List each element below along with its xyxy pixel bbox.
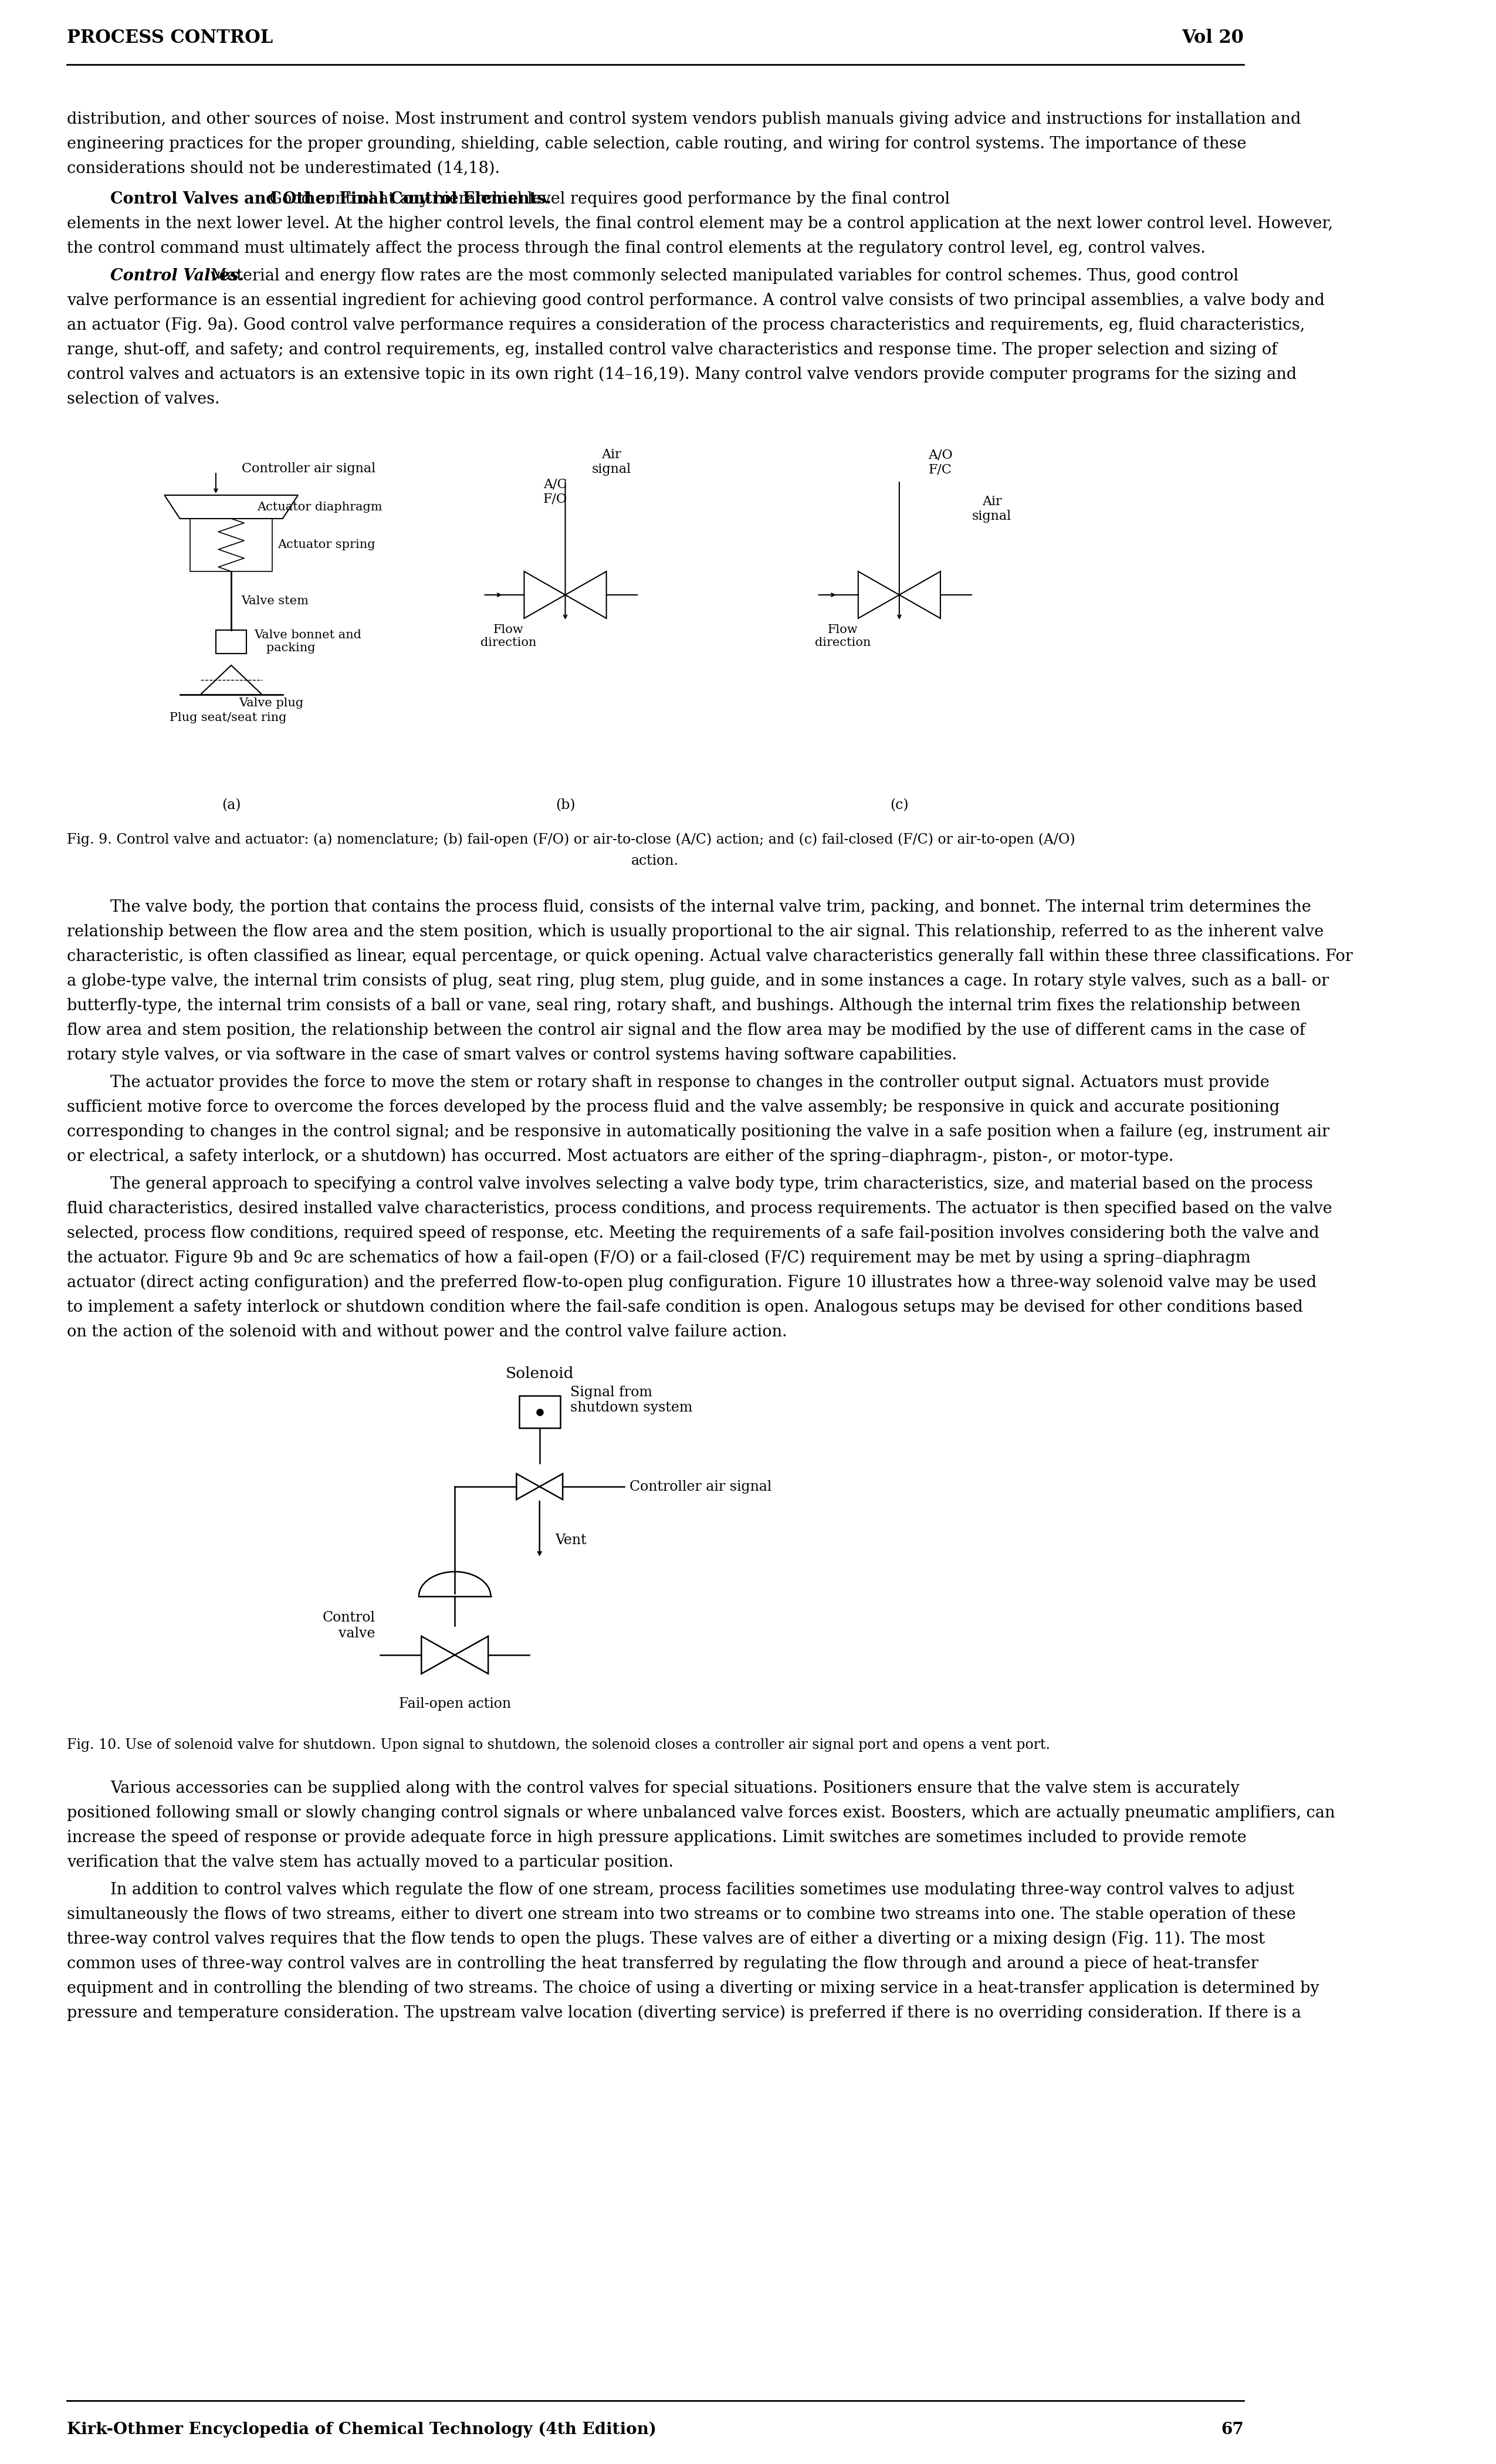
Text: Flow
direction: Flow direction [815, 623, 871, 648]
Text: Kirk-Othmer Encyclopedia of Chemical Technology (4th Edition): Kirk-Othmer Encyclopedia of Chemical Tec… [67, 2422, 657, 2437]
Text: increase the speed of response or provide adequate force in high pressure applic: increase the speed of response or provid… [67, 1831, 1246, 1846]
Text: equipment and in controlling the blending of two streams. The choice of using a : equipment and in controlling the blendin… [67, 1981, 1319, 1996]
Text: valve performance is an essential ingredient for achieving good control performa: valve performance is an essential ingred… [67, 293, 1324, 308]
Text: Valve plug: Valve plug [239, 697, 304, 710]
Text: The actuator provides the force to move the stem or rotary shaft in response to : The actuator provides the force to move … [111, 1074, 1270, 1092]
Text: selected, process flow conditions, required speed of response, etc. Meeting the : selected, process flow conditions, requi… [67, 1225, 1319, 1242]
Text: corresponding to changes in the control signal; and be responsive in automatical: corresponding to changes in the control … [67, 1124, 1330, 1141]
Text: characteristic, is often classified as linear, equal percentage, or quick openin: characteristic, is often classified as l… [67, 949, 1352, 963]
Text: Vent: Vent [555, 1533, 586, 1547]
Text: Signal from
shutdown system: Signal from shutdown system [570, 1385, 693, 1414]
Text: selection of valves.: selection of valves. [67, 392, 220, 407]
Text: (a): (a) [221, 798, 241, 813]
Text: Actuator spring: Actuator spring [277, 540, 375, 549]
Text: the actuator. Figure 9b and 9c are schematics of how a fail-open (F/O) or a fail: the actuator. Figure 9b and 9c are schem… [67, 1249, 1251, 1266]
Text: butterfly-type, the internal trim consists of a ball or vane, seal ring, rotary : butterfly-type, the internal trim consis… [67, 998, 1300, 1013]
Text: the control command must ultimately affect the process through the final control: the control command must ultimately affe… [67, 241, 1206, 256]
Text: engineering practices for the proper grounding, shielding, cable selection, cabl: engineering practices for the proper gro… [67, 136, 1246, 153]
Text: Actuator diaphragm: Actuator diaphragm [257, 500, 383, 513]
Bar [519, 1395, 560, 1429]
Text: elements in the next lower level. At the higher control levels, the final contro: elements in the next lower level. At the… [67, 217, 1333, 232]
Text: Various accessories can be supplied along with the control valves for special si: Various accessories can be supplied alon… [111, 1781, 1240, 1796]
Text: an actuator (Fig. 9a). Good control valve performance requires a consideration o: an actuator (Fig. 9a). Good control valv… [67, 318, 1305, 333]
Text: control valves and actuators is an extensive topic in its own right (14–16,19). : control valves and actuators is an exten… [67, 367, 1297, 382]
Text: simultaneously the flows of two streams, either to divert one stream into two st: simultaneously the flows of two streams,… [67, 1907, 1296, 1922]
Text: Controller air signal: Controller air signal [241, 463, 375, 476]
Text: Fig. 9. Control valve and actuator: (a) nomenclature; (b) fail-open (F/O) or air: Fig. 9. Control valve and actuator: (a) … [67, 833, 1076, 845]
Text: Good control at any hierarchial level requires good performance by the final con: Good control at any hierarchial level re… [259, 192, 950, 207]
Text: verification that the valve stem has actually moved to a particular position.: verification that the valve stem has act… [67, 1855, 673, 1870]
Text: considerations should not be underestimated (14,18).: considerations should not be underestima… [67, 160, 500, 177]
Text: Material and energy flow rates are the most commonly selected manipulated variab: Material and energy flow rates are the m… [200, 269, 1239, 283]
Text: Air
signal: Air signal [972, 495, 1011, 522]
Text: (b): (b) [555, 798, 574, 813]
Text: three-way control valves requires that the flow tends to open the plugs. These v: three-way control valves requires that t… [67, 1932, 1264, 1947]
Text: 67: 67 [1221, 2422, 1243, 2437]
Text: (c): (c) [890, 798, 908, 813]
Text: The general approach to specifying a control valve involves selecting a valve bo: The general approach to specifying a con… [111, 1175, 1313, 1193]
Text: fluid characteristics, desired installed valve characteristics, process conditio: fluid characteristics, desired installed… [67, 1200, 1331, 1217]
Text: on the action of the solenoid with and without power and the control valve failu: on the action of the solenoid with and w… [67, 1323, 787, 1340]
Text: A/O
F/C: A/O F/C [928, 448, 953, 476]
Text: actuator (direct acting configuration) and the preferred flow-to-open plug confi: actuator (direct acting configuration) a… [67, 1274, 1316, 1291]
Text: distribution, and other sources of noise. Most instrument and control system ven: distribution, and other sources of noise… [67, 111, 1302, 128]
Text: A/C
F/O: A/C F/O [543, 478, 567, 505]
Text: flow area and stem position, the relationship between the control air signal and: flow area and stem position, the relatio… [67, 1023, 1305, 1037]
Text: rotary style valves, or via software in the case of smart valves or control syst: rotary style valves, or via software in … [67, 1047, 957, 1062]
Text: Flow
direction: Flow direction [480, 623, 537, 648]
Text: or electrical, a safety interlock, or a shutdown) has occurred. Most actuators a: or electrical, a safety interlock, or a … [67, 1148, 1173, 1165]
Text: relationship between the flow area and the stem position, which is usually propo: relationship between the flow area and t… [67, 924, 1324, 939]
Text: Fig. 10. Use of solenoid valve for shutdown. Upon signal to shutdown, the soleno: Fig. 10. Use of solenoid valve for shutd… [67, 1737, 1050, 1752]
Text: to implement a safety interlock or shutdown condition where the fail-safe condit: to implement a safety interlock or shutd… [67, 1299, 1303, 1316]
Text: a globe-type valve, the internal trim consists of plug, seat ring, plug stem, pl: a globe-type valve, the internal trim co… [67, 973, 1328, 988]
Text: Fail-open action: Fail-open action [399, 1698, 510, 1710]
Text: In addition to control valves which regulate the flow of one stream, process fac: In addition to control valves which regu… [111, 1882, 1294, 1897]
Text: Control Valves.: Control Valves. [111, 269, 244, 283]
Text: common uses of three-way control valves are in controlling the heat transferred : common uses of three-way control valves … [67, 1956, 1258, 1971]
Text: Control Valves and Other Final Control Elements.: Control Valves and Other Final Control E… [111, 192, 552, 207]
Text: Plug seat/seat ring: Plug seat/seat ring [169, 712, 287, 724]
Text: Solenoid: Solenoid [506, 1368, 574, 1380]
Text: Valve bonnet and
   packing: Valve bonnet and packing [254, 631, 362, 653]
Text: Air
signal: Air signal [592, 448, 631, 476]
Bar [215, 631, 247, 653]
Text: pressure and temperature consideration. The upstream valve location (diverting s: pressure and temperature consideration. … [67, 2006, 1302, 2020]
Text: range, shut-off, and safety; and control requirements, eg, installed control val: range, shut-off, and safety; and control… [67, 342, 1278, 357]
Text: positioned following small or slowly changing control signals or where unbalance: positioned following small or slowly cha… [67, 1806, 1334, 1821]
Text: Controller air signal: Controller air signal [630, 1481, 772, 1493]
Text: The valve body, the portion that contains the process fluid, consists of the int: The valve body, the portion that contain… [111, 899, 1312, 914]
Text: Control
valve: Control valve [322, 1611, 375, 1641]
Text: Vol 20: Vol 20 [1182, 30, 1243, 47]
Text: Valve stem: Valve stem [241, 596, 310, 606]
Text: sufficient motive force to overcome the forces developed by the process fluid an: sufficient motive force to overcome the … [67, 1099, 1279, 1116]
Text: PROCESS CONTROL: PROCESS CONTROL [67, 30, 272, 47]
Text: action.: action. [631, 855, 679, 867]
